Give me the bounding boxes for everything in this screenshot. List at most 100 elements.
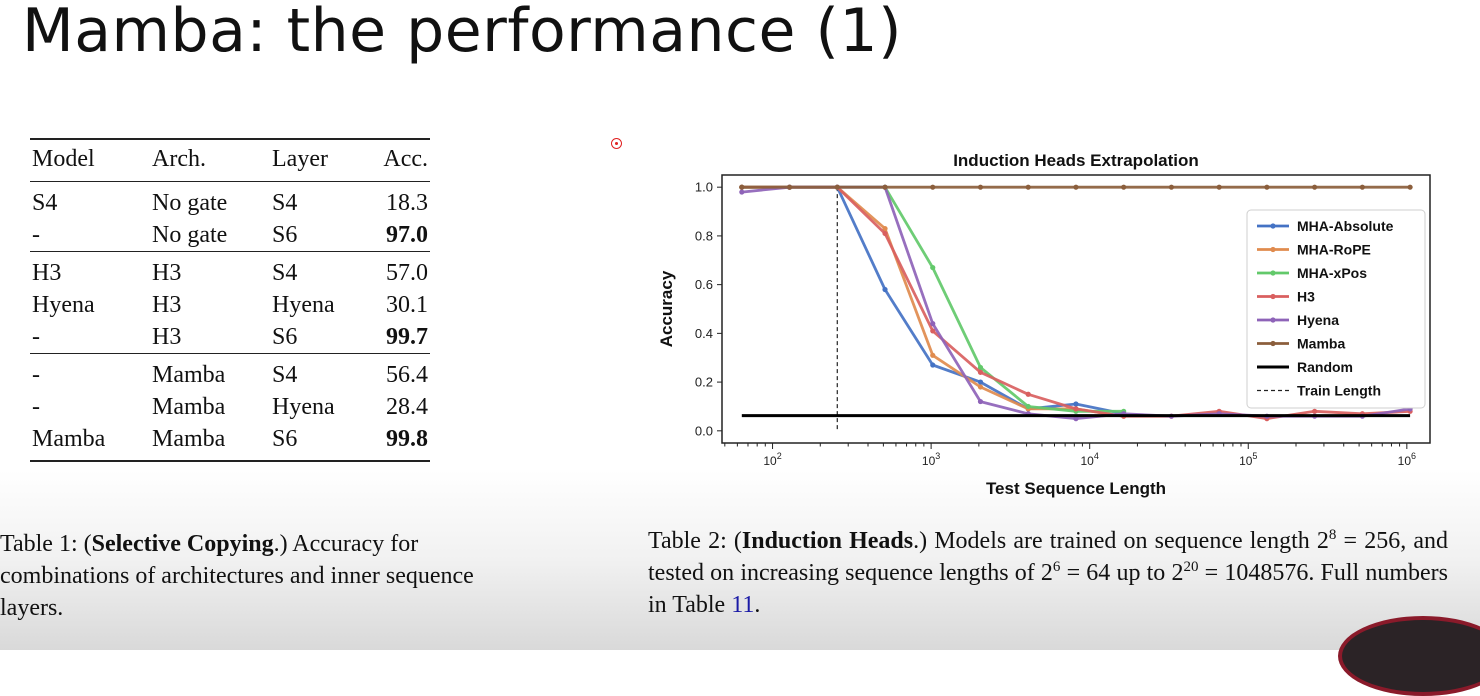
cell-acc: 99.8	[386, 425, 428, 452]
data-point	[930, 184, 936, 190]
data-point	[739, 184, 745, 190]
pointer-cursor	[611, 138, 622, 149]
data-point	[834, 184, 840, 190]
table-row: - No gate S6 97.0	[30, 219, 430, 252]
cell-acc: 18.3	[386, 189, 428, 216]
data-point	[1025, 184, 1031, 190]
data-point	[882, 226, 888, 232]
data-point	[1073, 184, 1079, 190]
cell-acc: 57.0	[386, 259, 428, 286]
data-point	[1168, 184, 1175, 190]
x-tick-label: 106	[1398, 451, 1416, 468]
table-group: S4 No gate S4 18.3 - No gate S6 97.0	[30, 182, 430, 252]
x-tick-base: 10	[1080, 454, 1094, 468]
data-point	[1073, 401, 1079, 407]
table1-caption: Table 1: (Selective Copying.) Accuracy f…	[0, 528, 520, 624]
data-point	[977, 384, 984, 390]
data-point	[1073, 416, 1079, 422]
legend-marker	[1270, 223, 1276, 229]
data-point	[930, 362, 936, 368]
legend-label: Hyena	[1297, 312, 1339, 328]
data-point	[882, 230, 888, 237]
table-row: H3 H3 S4 57.0	[30, 252, 430, 290]
legend-label: Mamba	[1297, 336, 1345, 352]
data-point	[1312, 408, 1318, 414]
cell-arch: Mamba	[152, 361, 226, 388]
legend-marker	[1270, 293, 1276, 300]
cell-arch: No gate	[152, 189, 228, 216]
cell-model: H3	[32, 259, 62, 286]
data-point	[882, 286, 888, 293]
x-tick-label: 105	[1239, 451, 1257, 468]
data-point	[739, 189, 745, 195]
data-point	[930, 321, 936, 327]
table2-caption-bold: Induction Heads	[741, 528, 914, 554]
table2-caption-sup1: 8	[1328, 527, 1337, 543]
cell-arch: Mamba	[152, 393, 226, 420]
data-point	[930, 328, 936, 334]
table-row: Mamba Mamba S6 99.8	[30, 423, 430, 461]
table1-caption-bold: Selective Copying	[91, 531, 274, 557]
y-tick-label: 0.0	[695, 423, 713, 438]
legend-marker	[1270, 246, 1276, 253]
data-point	[977, 369, 984, 375]
data-point	[977, 184, 984, 190]
data-point	[1025, 391, 1031, 397]
y-tick-label: 0.4	[695, 326, 713, 341]
x-axis-label: Test Sequence Length	[986, 479, 1166, 498]
table2-caption-text1: .) Models are trained on sequence length…	[913, 528, 1329, 554]
x-tick-exponent: 2	[777, 451, 782, 461]
table-row: Hyena H3 Hyena 30.1	[30, 289, 430, 321]
x-tick-exponent: 4	[1094, 451, 1099, 461]
cell-acc: 28.4	[386, 393, 428, 420]
legend-label: Random	[1297, 359, 1353, 375]
table-row: - Mamba Hyena 28.4	[30, 391, 430, 423]
table2-caption-text3: = 64 up to 2	[1060, 560, 1184, 586]
legend-label: Train Length	[1297, 383, 1381, 399]
cell-model: Mamba	[32, 425, 106, 452]
cell-model: -	[32, 323, 40, 350]
cell-model: -	[32, 221, 40, 248]
data-point	[1073, 406, 1079, 412]
table-11-link[interactable]: 11	[731, 592, 755, 618]
table-group: H3 H3 S4 57.0 Hyena H3 Hyena 30.1 - H3 S6 99.7	[30, 252, 430, 354]
table2-caption-prefix: Table 2: (	[648, 528, 742, 554]
selective-copying-table: Model Arch. Layer Acc. S4 No gate S4 18.3 - N…	[30, 138, 430, 462]
legend-label: MHA-RoPE	[1297, 242, 1371, 258]
data-point	[786, 184, 793, 190]
y-tick-label: 0.8	[695, 228, 713, 243]
x-tick-exponent: 6	[1411, 451, 1416, 461]
cell-acc: 99.7	[386, 323, 428, 350]
cell-layer: S4	[272, 259, 298, 286]
data-point	[930, 352, 936, 358]
cell-arch: Mamba	[152, 425, 226, 452]
y-tick-label: 0.2	[695, 375, 713, 390]
x-tick-label: 102	[763, 451, 781, 468]
legend-marker	[1270, 317, 1276, 323]
data-point	[1264, 184, 1270, 190]
cell-model: -	[32, 361, 40, 388]
cell-layer: Hyena	[272, 291, 335, 318]
data-point	[977, 398, 984, 405]
table1-caption-suffix: .) Accuracy for combinations of architec…	[0, 531, 474, 621]
table2-caption-text5: .	[754, 592, 761, 618]
x-tick-base: 10	[1398, 454, 1412, 468]
data-point	[930, 264, 936, 271]
x-tick-label: 103	[922, 451, 940, 468]
header-acc: Acc.	[383, 146, 428, 172]
data-point	[1312, 184, 1318, 190]
cell-model: S4	[32, 189, 58, 216]
data-point	[882, 184, 888, 190]
plot-frame	[721, 174, 1431, 444]
legend-label: MHA-xPos	[1297, 265, 1367, 281]
header-layer: Layer	[272, 146, 328, 172]
table2-caption-text2: = 256, and tested on increasing sequence…	[648, 528, 1448, 586]
cell-layer: S6	[272, 221, 298, 248]
cell-layer: S6	[272, 323, 298, 350]
x-tick-base: 10	[1239, 454, 1253, 468]
slide-title: Mamba: the performance (1)	[22, 0, 902, 66]
table-group: - Mamba S4 56.4 - Mamba Hyena 28.4 Mamba Mamba S6 9…	[30, 354, 430, 461]
cell-acc: 56.4	[386, 361, 428, 388]
cell-arch: H3	[152, 291, 182, 318]
y-axis-label: Accuracy	[657, 270, 676, 347]
